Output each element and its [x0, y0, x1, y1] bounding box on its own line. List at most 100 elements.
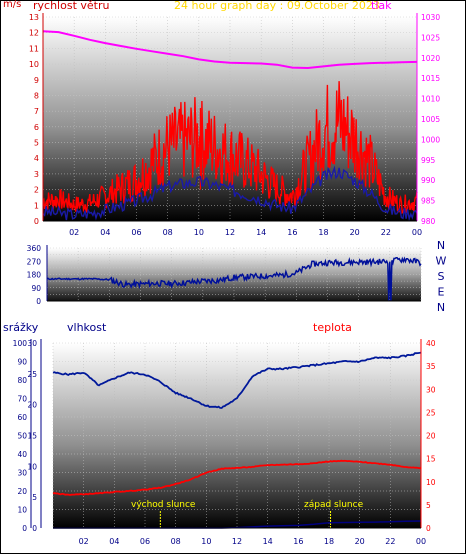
hour-tick-label: 12	[232, 537, 242, 546]
rain-tick-label: 0	[22, 524, 27, 533]
temperature-tick-label: 0	[426, 524, 431, 533]
hour-tick-label: 18	[324, 537, 334, 546]
hour-tick-label: 16	[287, 228, 297, 237]
hour-tick-label: 10	[194, 228, 204, 237]
humidity-label: vlhkost	[67, 321, 107, 334]
temperature-tick-label: 10	[426, 478, 436, 487]
direction-tick-label: 180	[27, 271, 42, 280]
pressure-tick-label: 1005	[421, 115, 440, 124]
hour-tick-label: 14	[256, 228, 266, 237]
wind-tick-label: 13	[29, 13, 39, 22]
temperature-tick-label: 40	[426, 339, 436, 348]
rain-tick-label: 20	[17, 487, 27, 496]
hour-tick-label: 02	[69, 228, 79, 237]
wind-tick-label: 9	[34, 76, 39, 85]
pressure-label: tlak	[371, 0, 392, 12]
temperature-tick-label: 25	[426, 408, 436, 417]
graph-title: 24 hour graph day : 09.October 2023	[174, 0, 380, 12]
pressure-tick-label: 980	[421, 217, 436, 226]
rain-tick-label: 40	[17, 450, 27, 459]
wind-tick-label: 10	[29, 60, 39, 69]
pressure-tick-label: 1030	[421, 13, 440, 22]
pressure-series	[42, 30, 418, 70]
humidity-tick-label: 0	[32, 524, 37, 533]
wind-average-series	[42, 165, 418, 222]
compass-label: N	[437, 301, 445, 314]
compass-label: N	[437, 239, 445, 252]
hour-tick-label: 16	[293, 537, 303, 546]
sunrise-label: východ slunce	[131, 500, 196, 510]
rain-tick-label: 10	[17, 506, 27, 515]
wind-tick-label: 8	[34, 91, 39, 100]
wind-tick-label: 3	[34, 170, 39, 179]
pressure-tick-label: 990	[421, 176, 436, 185]
hour-tick-label: 10	[201, 537, 211, 546]
pressure-tick-label: 985	[421, 197, 436, 206]
hour-tick-label: 08	[171, 537, 181, 546]
hour-tick-label: 00	[416, 537, 426, 546]
pressure-tick-label: 995	[421, 156, 436, 165]
temperature-tick-label: 5	[426, 501, 431, 510]
compass-label: S	[438, 270, 445, 283]
hour-tick-label: 20	[355, 537, 365, 546]
wind-tick-label: 1	[34, 201, 39, 210]
hour-tick-label: 20	[350, 228, 360, 237]
wind-direction-series	[46, 256, 422, 301]
wind-tick-label: 7	[34, 107, 39, 116]
hour-tick-label: 14	[263, 537, 273, 546]
wind-tick-label: 6	[34, 123, 39, 132]
hour-tick-label: 00	[412, 228, 422, 237]
pressure-tick-label: 1015	[421, 74, 440, 83]
direction-tick-label: 90	[31, 284, 41, 293]
rain-tick-label: 100	[13, 339, 28, 348]
hour-tick-label: 08	[163, 228, 173, 237]
wind-tick-label: 12	[29, 29, 39, 38]
temperature-tick-label: 20	[426, 432, 436, 441]
sunset-label: západ slunce	[304, 500, 364, 510]
temperature-tick-label: 35	[426, 362, 436, 371]
hour-tick-label: 02	[79, 537, 89, 546]
rain-tick-label: 80	[17, 376, 27, 385]
direction-tick-label: 0	[36, 297, 41, 306]
humidity-series	[52, 351, 422, 409]
wind-tick-label: 0	[34, 217, 39, 226]
rain-tick-label: 30	[17, 469, 27, 478]
wind-tick-label: 11	[29, 44, 39, 53]
pressure-tick-label: 1010	[421, 95, 440, 104]
temperature-tick-label: 15	[426, 455, 436, 464]
rain-label: srážky	[3, 321, 39, 334]
compass-label: E	[438, 286, 445, 299]
wind-speed-label: rychlost větru	[33, 0, 110, 12]
hour-tick-label: 06	[140, 537, 150, 546]
hour-tick-label: 22	[381, 228, 391, 237]
rain-tick-label: 50	[17, 432, 27, 441]
rain-tick-label: 60	[17, 413, 27, 422]
hour-tick-label: 12	[225, 228, 235, 237]
humidity-tick-label: 20	[27, 401, 37, 410]
humidity-tick-label: 30	[27, 339, 37, 348]
hour-tick-label: 06	[131, 228, 141, 237]
direction-tick-label: 270	[27, 257, 42, 266]
temperature-series	[52, 459, 422, 496]
humidity-tick-label: 15	[27, 432, 37, 441]
hour-tick-label: 22	[385, 537, 395, 546]
left-unit-label: m/s	[3, 0, 22, 10]
humidity-tick-label: 25	[27, 370, 37, 379]
direction-tick-label: 360	[27, 244, 42, 253]
hour-tick-label: 04	[100, 228, 110, 237]
humidity-tick-label: 10	[27, 462, 37, 471]
hour-tick-label: 04	[109, 537, 119, 546]
pressure-tick-label: 1025	[421, 33, 440, 42]
wind-tick-label: 2	[34, 186, 39, 195]
hour-tick-label: 18	[318, 228, 328, 237]
pressure-tick-label: 1020	[421, 54, 440, 63]
temperature-tick-label: 30	[426, 385, 436, 394]
compass-label: W	[436, 255, 447, 268]
temperature-label: teplota	[313, 321, 352, 334]
humidity-tick-label: 5	[32, 493, 37, 502]
rain-tick-label: 70	[17, 395, 27, 404]
wind-tick-label: 5	[34, 139, 39, 148]
wind-speed-series	[42, 81, 418, 214]
